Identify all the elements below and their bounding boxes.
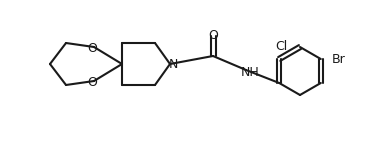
Text: Cl: Cl [275,39,287,53]
Text: NH: NH [241,65,259,79]
Text: O: O [87,76,97,88]
Text: N: N [168,58,178,70]
Text: O: O [208,29,218,41]
Text: Br: Br [332,53,345,65]
Text: O: O [87,41,97,55]
